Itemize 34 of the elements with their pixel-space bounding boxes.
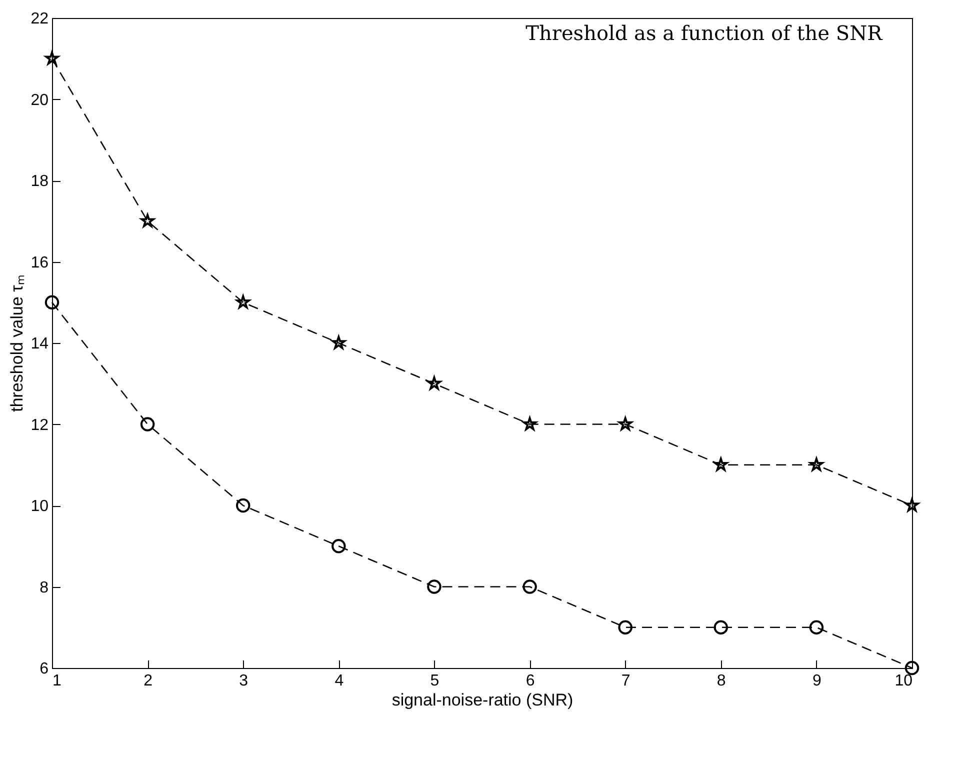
point <box>714 620 728 634</box>
point <box>618 620 632 634</box>
y-tick-label: 12 <box>30 416 49 434</box>
y-tick-label: 20 <box>30 92 49 109</box>
y-tick-label: 22 <box>30 10 49 28</box>
chart-title: Threshold as a function of the SNR <box>526 21 884 45</box>
x-tick-label: 3 <box>239 672 248 690</box>
point <box>522 580 537 594</box>
point <box>236 498 250 513</box>
point <box>427 580 442 594</box>
x-tick-label: 5 <box>430 672 440 690</box>
x-tick-label: 4 <box>334 672 344 690</box>
x-tick-label: 10 <box>894 672 913 690</box>
y-tick-label: 16 <box>30 254 49 272</box>
point <box>809 620 824 634</box>
point <box>904 660 920 676</box>
x-tick-label: 8 <box>716 672 726 690</box>
point <box>810 458 824 471</box>
point <box>140 417 155 432</box>
y-tick-label: 8 <box>40 579 49 596</box>
x-axis-title: signal-noise-ratio (SNR) <box>392 690 574 710</box>
x-tick-label: 7 <box>621 672 630 690</box>
x-tick-label: 6 <box>526 672 535 690</box>
x-tick-label: 9 <box>812 672 822 690</box>
point <box>905 498 919 512</box>
y-tick-label: 6 <box>40 660 49 678</box>
point <box>332 539 346 554</box>
y-tick-label: 10 <box>30 498 49 515</box>
x-tick-label: 1 <box>52 672 62 690</box>
y-axis-title: threshold value τₘ <box>8 275 27 412</box>
x-tick-label: 2 <box>144 672 153 690</box>
point <box>44 295 60 310</box>
y-tick-label: 18 <box>30 173 49 190</box>
y-tick-label: 14 <box>30 336 49 352</box>
